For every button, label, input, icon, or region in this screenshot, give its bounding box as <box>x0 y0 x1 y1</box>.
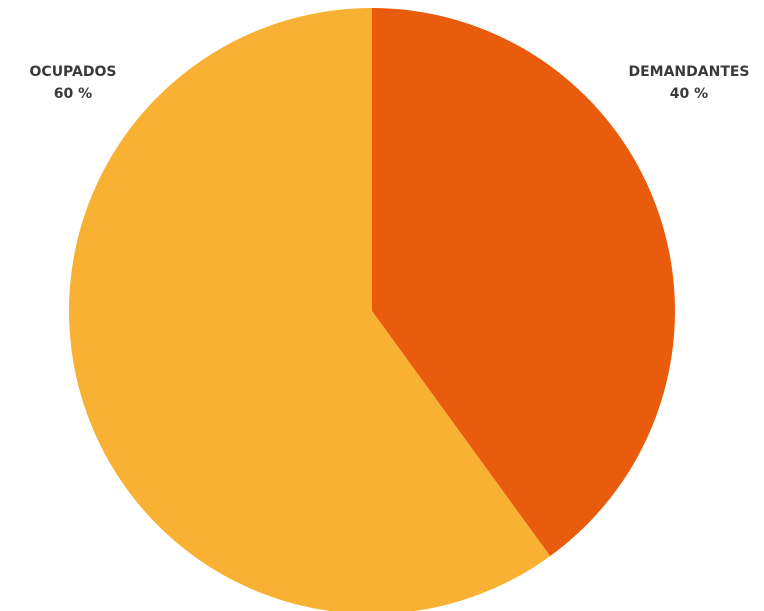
slice-name-ocupados: OCUPADOS <box>29 64 117 80</box>
slice-label-demandantes: DEMANDANTES 40 % <box>628 61 749 105</box>
slice-label-ocupados: OCUPADOS 60 % <box>30 61 117 105</box>
slice-name-demandantes: DEMANDANTES <box>628 64 750 80</box>
pie-slice-demandantes <box>372 8 675 557</box>
slice-value-demandantes: 40 % <box>669 86 709 102</box>
slice-value-ocupados: 60 % <box>53 86 93 102</box>
pie-slice-ocupados <box>69 8 551 611</box>
